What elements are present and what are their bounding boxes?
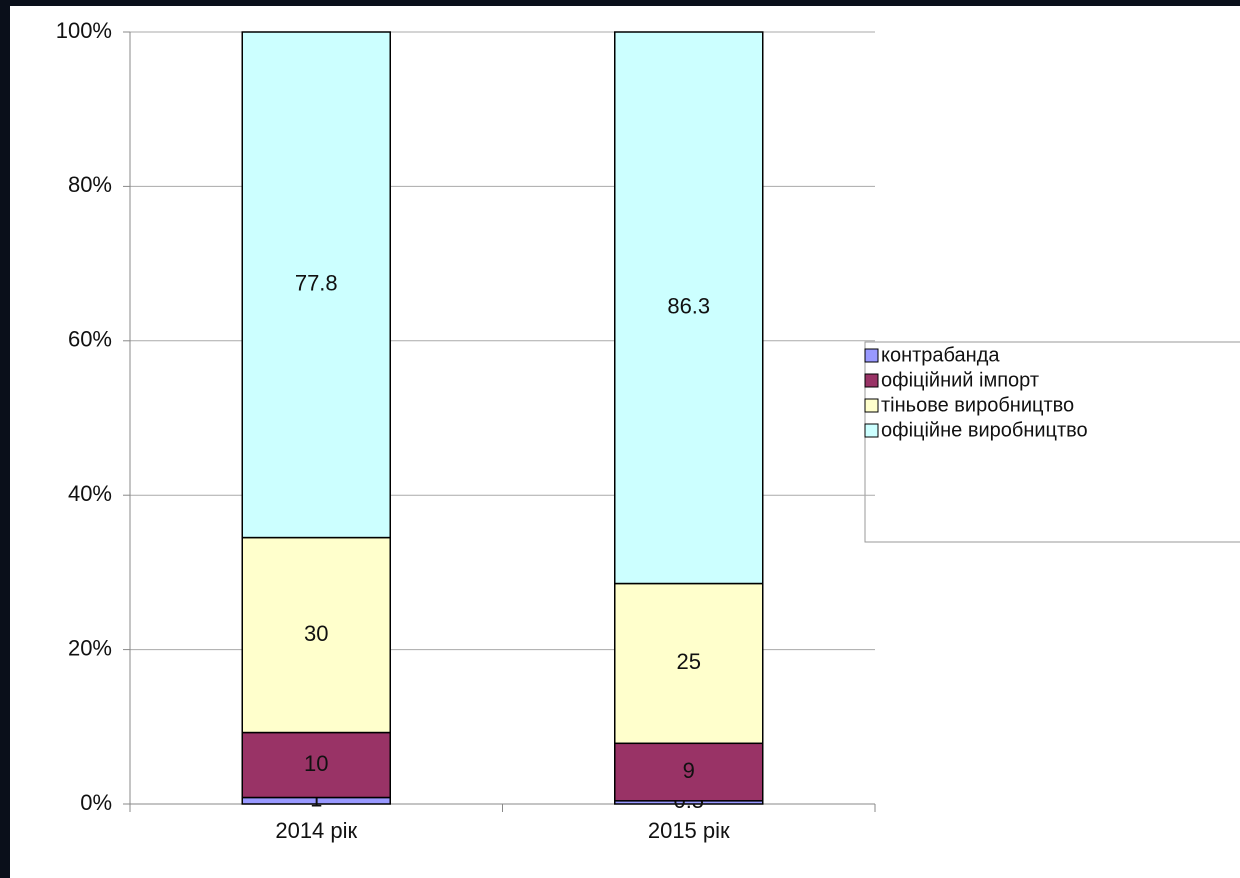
bar-segment	[241, 536, 391, 734]
legend-label: контрабанда	[881, 344, 1000, 366]
data-label: 77.8	[295, 271, 338, 296]
y-tick-label: 60%	[68, 327, 112, 352]
legend-swatch	[864, 423, 879, 438]
bar-segment	[614, 582, 764, 745]
legend-swatch	[864, 348, 879, 363]
y-tick-label: 80%	[68, 172, 112, 197]
y-tick-label: 40%	[68, 481, 112, 506]
x-tick-label: 2014 рік	[275, 818, 357, 843]
data-label: 25	[677, 649, 701, 674]
bar-segment	[241, 31, 391, 539]
x-tick-label: 2015 рік	[648, 818, 730, 843]
legend-label: офіційне виробництво	[881, 419, 1088, 441]
y-tick-label: 0%	[80, 790, 112, 815]
legend: контрабанда офіційний імпорт тіньове вироб…	[864, 341, 1240, 543]
data-label: 30	[304, 621, 328, 646]
legend-label: офіційний імпорт	[881, 369, 1039, 391]
legend-swatch	[864, 373, 879, 388]
y-tick-label: 100%	[56, 18, 112, 43]
data-label: 86.3	[667, 294, 710, 319]
legend-box	[864, 341, 1240, 543]
y-tick-label: 20%	[68, 635, 112, 660]
bar-segment	[614, 742, 764, 802]
legend-swatch	[864, 398, 879, 413]
bar-segment	[614, 31, 764, 585]
data-label: 9	[683, 758, 695, 783]
bar-segment	[241, 731, 391, 799]
data-label: 10	[304, 751, 328, 776]
legend-label: тіньове виробництво	[881, 394, 1074, 416]
